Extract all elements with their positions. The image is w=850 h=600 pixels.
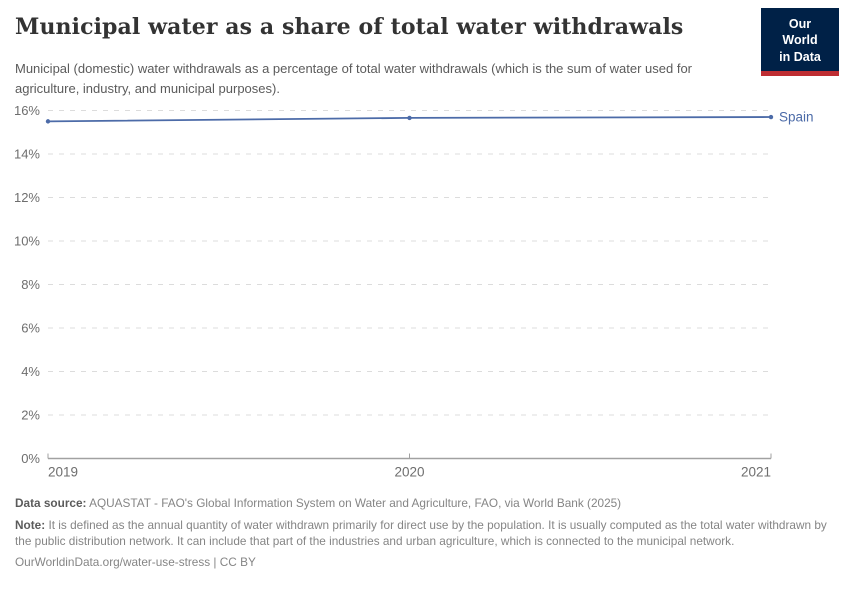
note-line: Note: It is defined as the annual quanti… [15,518,837,550]
chart-subtitle: Municipal (domestic) water withdrawals a… [15,61,693,96]
note-label: Note: [15,517,46,532]
x-tick-label: 2019 [48,465,78,480]
chart-footer: Data source: AQUASTAT - FAO's Global Inf… [15,496,837,577]
y-tick-label: 2% [21,408,40,423]
y-tick-label: 14% [14,147,40,162]
citation-line: OurWorldinData.org/water-use-stress | CC… [15,555,256,570]
data-point [407,115,412,121]
y-tick-label: 16% [14,103,40,118]
data-source-label: Data source: [15,496,87,510]
series-label: Spain [779,110,814,125]
note-text: It is defined as the annual quantity of … [15,517,827,548]
y-tick-label: 8% [21,277,40,292]
owid-logo-line2: in Data [779,49,821,64]
owid-logo-line1: Our World [782,17,818,48]
data-point [45,119,51,124]
owid-logo: Our World in Data [761,8,839,76]
line-chart: 0% 2% 4% 6% 8% 10% 12% 14% 16% 2019 2020 2021 Spain [14,103,814,480]
data-source-line: Data source: AQUASTAT - FAO's Global Inf… [15,496,837,512]
page-title: Municipal water as a share of total wate… [15,14,684,40]
x-tick-label: 2020 [394,465,424,480]
y-tick-label: 6% [21,321,40,336]
y-tick-label: 12% [14,190,40,205]
y-tick-label: 0% [21,451,40,466]
data-point [768,114,774,120]
data-source-text: AQUASTAT - FAO's Global Information Syst… [89,496,622,510]
y-tick-label: 10% [14,234,40,249]
y-tick-label: 4% [21,364,40,379]
x-tick-label: 2021 [741,465,771,480]
